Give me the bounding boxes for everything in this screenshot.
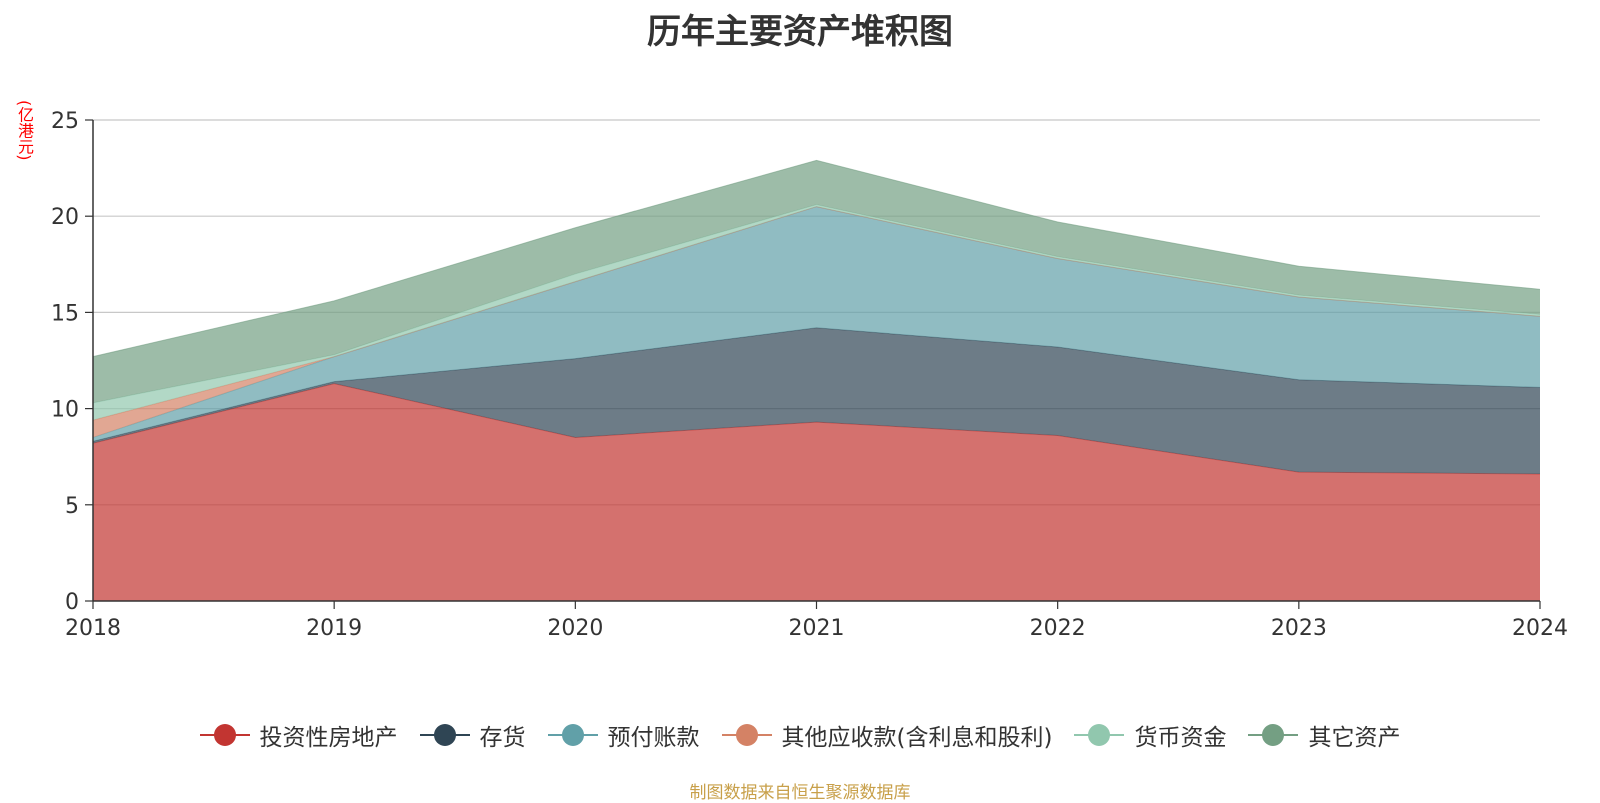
legend-label: 存货 bbox=[479, 725, 526, 751]
legend-item-2[interactable]: 预付账款 bbox=[547, 718, 700, 752]
legend-marker-icon bbox=[199, 724, 250, 746]
legend-item-5[interactable]: 其它资产 bbox=[1248, 718, 1400, 752]
legend-label: 其它资产 bbox=[1308, 725, 1401, 751]
y-tick-label: 5 bbox=[65, 494, 79, 519]
chart-legend: 投资性房地产 存货 预付账款 其他应收款(含利息和股利) 货币资金 其它资产 bbox=[0, 718, 1600, 752]
legend-item-1[interactable]: 存货 bbox=[419, 718, 526, 752]
y-tick-label: 20 bbox=[51, 205, 79, 230]
area-edge-5 bbox=[92, 159, 1541, 358]
legend-label: 货币资金 bbox=[1134, 725, 1227, 751]
legend-marker-icon bbox=[419, 724, 470, 746]
source-note: 制图数据来自恒生聚源数据库 bbox=[689, 783, 911, 803]
y-axis-unit-label: (亿港元) bbox=[15, 100, 34, 161]
area-5[interactable] bbox=[93, 160, 1540, 403]
legend-label: 其他应收款(含利息和股利) bbox=[781, 725, 1053, 751]
legend-marker-icon bbox=[1074, 724, 1125, 746]
area-2[interactable] bbox=[93, 206, 1540, 442]
y-tick-label: 25 bbox=[51, 109, 79, 134]
legend-marker-dot bbox=[213, 724, 236, 746]
legend-marker-dot bbox=[735, 724, 758, 746]
legend-item-4[interactable]: 货币资金 bbox=[1074, 718, 1226, 752]
legend-item-0[interactable]: 投资性房地产 bbox=[199, 718, 398, 752]
x-tick-label: 2023 bbox=[1271, 616, 1327, 641]
x-tick-label: 2021 bbox=[789, 616, 845, 641]
x-tick-label: 2020 bbox=[547, 616, 603, 641]
x-tick-label: 2024 bbox=[1512, 616, 1568, 641]
y-tick-label: 15 bbox=[51, 301, 79, 326]
legend-marker-dot bbox=[1262, 724, 1285, 746]
legend-marker-icon bbox=[721, 724, 772, 746]
legend-label: 预付账款 bbox=[607, 725, 700, 751]
area-1[interactable] bbox=[93, 327, 1540, 475]
area-0[interactable] bbox=[93, 383, 1540, 601]
legend-marker-dot bbox=[433, 724, 456, 746]
axes: 0 5 10 15 20 25 2018 2019 2020 2021 2022 2023 2024 bbox=[51, 109, 1568, 641]
x-tick-label: 2019 bbox=[306, 616, 362, 641]
x-tick-label: 2022 bbox=[1030, 616, 1086, 641]
legend-label: 投资性房地产 bbox=[259, 725, 398, 751]
stacked-area-chart: 0 5 10 15 20 25 2018 2019 2020 2021 2022 2023 2024 bbox=[51, 109, 1568, 641]
legend-item-3[interactable]: 其他应收款(含利息和股利) bbox=[721, 718, 1053, 752]
chart-title: 历年主要资产堆积图 bbox=[647, 12, 953, 52]
y-tick-label: 10 bbox=[51, 398, 79, 423]
y-tick-label: 0 bbox=[65, 590, 79, 615]
legend-marker-dot bbox=[561, 724, 584, 746]
x-tick-label: 2018 bbox=[65, 616, 121, 641]
area-series-layer bbox=[92, 159, 1541, 601]
legend-marker-icon bbox=[1248, 724, 1299, 746]
legend-marker-dot bbox=[1088, 724, 1111, 746]
legend-marker-icon bbox=[547, 724, 598, 746]
